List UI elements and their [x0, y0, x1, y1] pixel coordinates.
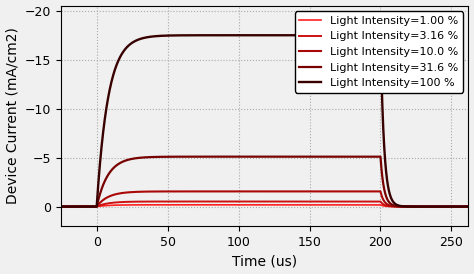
Light Intensity=10.0 % — [75, 205, 81, 208]
Light Intensity=3.16 % — [465, 205, 471, 208]
Light Intensity=3.16 % — [58, 205, 64, 208]
Light Intensity=10.0 % — [444, 205, 450, 208]
Light Intensity=31.6 % — [444, 205, 450, 208]
Light Intensity=3.16 % — [378, 200, 383, 203]
Light Intensity=31.6 % — [378, 155, 383, 158]
Light Intensity=10.0 % — [378, 190, 383, 193]
Line: Light Intensity=31.6 %: Light Intensity=31.6 % — [61, 157, 468, 207]
Light Intensity=100 % — [60, 205, 66, 208]
Light Intensity=3.16 % — [83, 205, 89, 208]
Light Intensity=100 % — [83, 205, 89, 208]
Light Intensity=100 % — [58, 205, 64, 208]
Light Intensity=10.0 % — [58, 205, 64, 208]
Light Intensity=31.6 % — [465, 205, 471, 208]
Light Intensity=100 % — [75, 205, 81, 208]
Light Intensity=31.6 % — [257, 155, 263, 158]
Light Intensity=10.0 % — [60, 205, 66, 208]
X-axis label: Time (us): Time (us) — [232, 255, 297, 269]
Y-axis label: Device Current (mA/cm2): Device Current (mA/cm2) — [6, 28, 19, 204]
Light Intensity=1.00 % — [465, 205, 471, 208]
Line: Light Intensity=3.16 %: Light Intensity=3.16 % — [61, 201, 468, 207]
Light Intensity=100 % — [465, 205, 471, 208]
Light Intensity=1.00 % — [58, 205, 64, 208]
Light Intensity=1.00 % — [83, 205, 89, 208]
Light Intensity=3.16 % — [257, 200, 263, 203]
Light Intensity=10.0 % — [465, 205, 471, 208]
Line: Light Intensity=1.00 %: Light Intensity=1.00 % — [61, 205, 468, 207]
Light Intensity=1.00 % — [378, 203, 383, 207]
Light Intensity=1.00 % — [444, 205, 450, 208]
Light Intensity=31.6 % — [58, 205, 64, 208]
Light Intensity=31.6 % — [83, 205, 89, 208]
Line: Light Intensity=10.0 %: Light Intensity=10.0 % — [61, 192, 468, 207]
Light Intensity=31.6 % — [138, 156, 144, 159]
Light Intensity=31.6 % — [75, 205, 81, 208]
Light Intensity=10.0 % — [138, 190, 144, 193]
Light Intensity=3.16 % — [444, 205, 450, 208]
Light Intensity=1.00 % — [138, 203, 144, 207]
Light Intensity=100 % — [378, 34, 383, 37]
Light Intensity=1.00 % — [75, 205, 81, 208]
Light Intensity=10.0 % — [83, 205, 89, 208]
Light Intensity=100 % — [138, 37, 144, 40]
Line: Light Intensity=100 %: Light Intensity=100 % — [61, 35, 468, 207]
Light Intensity=3.16 % — [75, 205, 81, 208]
Light Intensity=10.0 % — [257, 190, 263, 193]
Light Intensity=100 % — [444, 205, 450, 208]
Light Intensity=31.6 % — [60, 205, 66, 208]
Light Intensity=3.16 % — [60, 205, 66, 208]
Light Intensity=1.00 % — [60, 205, 66, 208]
Light Intensity=1.00 % — [257, 203, 263, 207]
Light Intensity=100 % — [257, 34, 263, 37]
Legend: Light Intensity=1.00 %, Light Intensity=3.16 %, Light Intensity=10.0 %, Light In: Light Intensity=1.00 %, Light Intensity=… — [295, 12, 463, 93]
Light Intensity=3.16 % — [138, 200, 144, 203]
